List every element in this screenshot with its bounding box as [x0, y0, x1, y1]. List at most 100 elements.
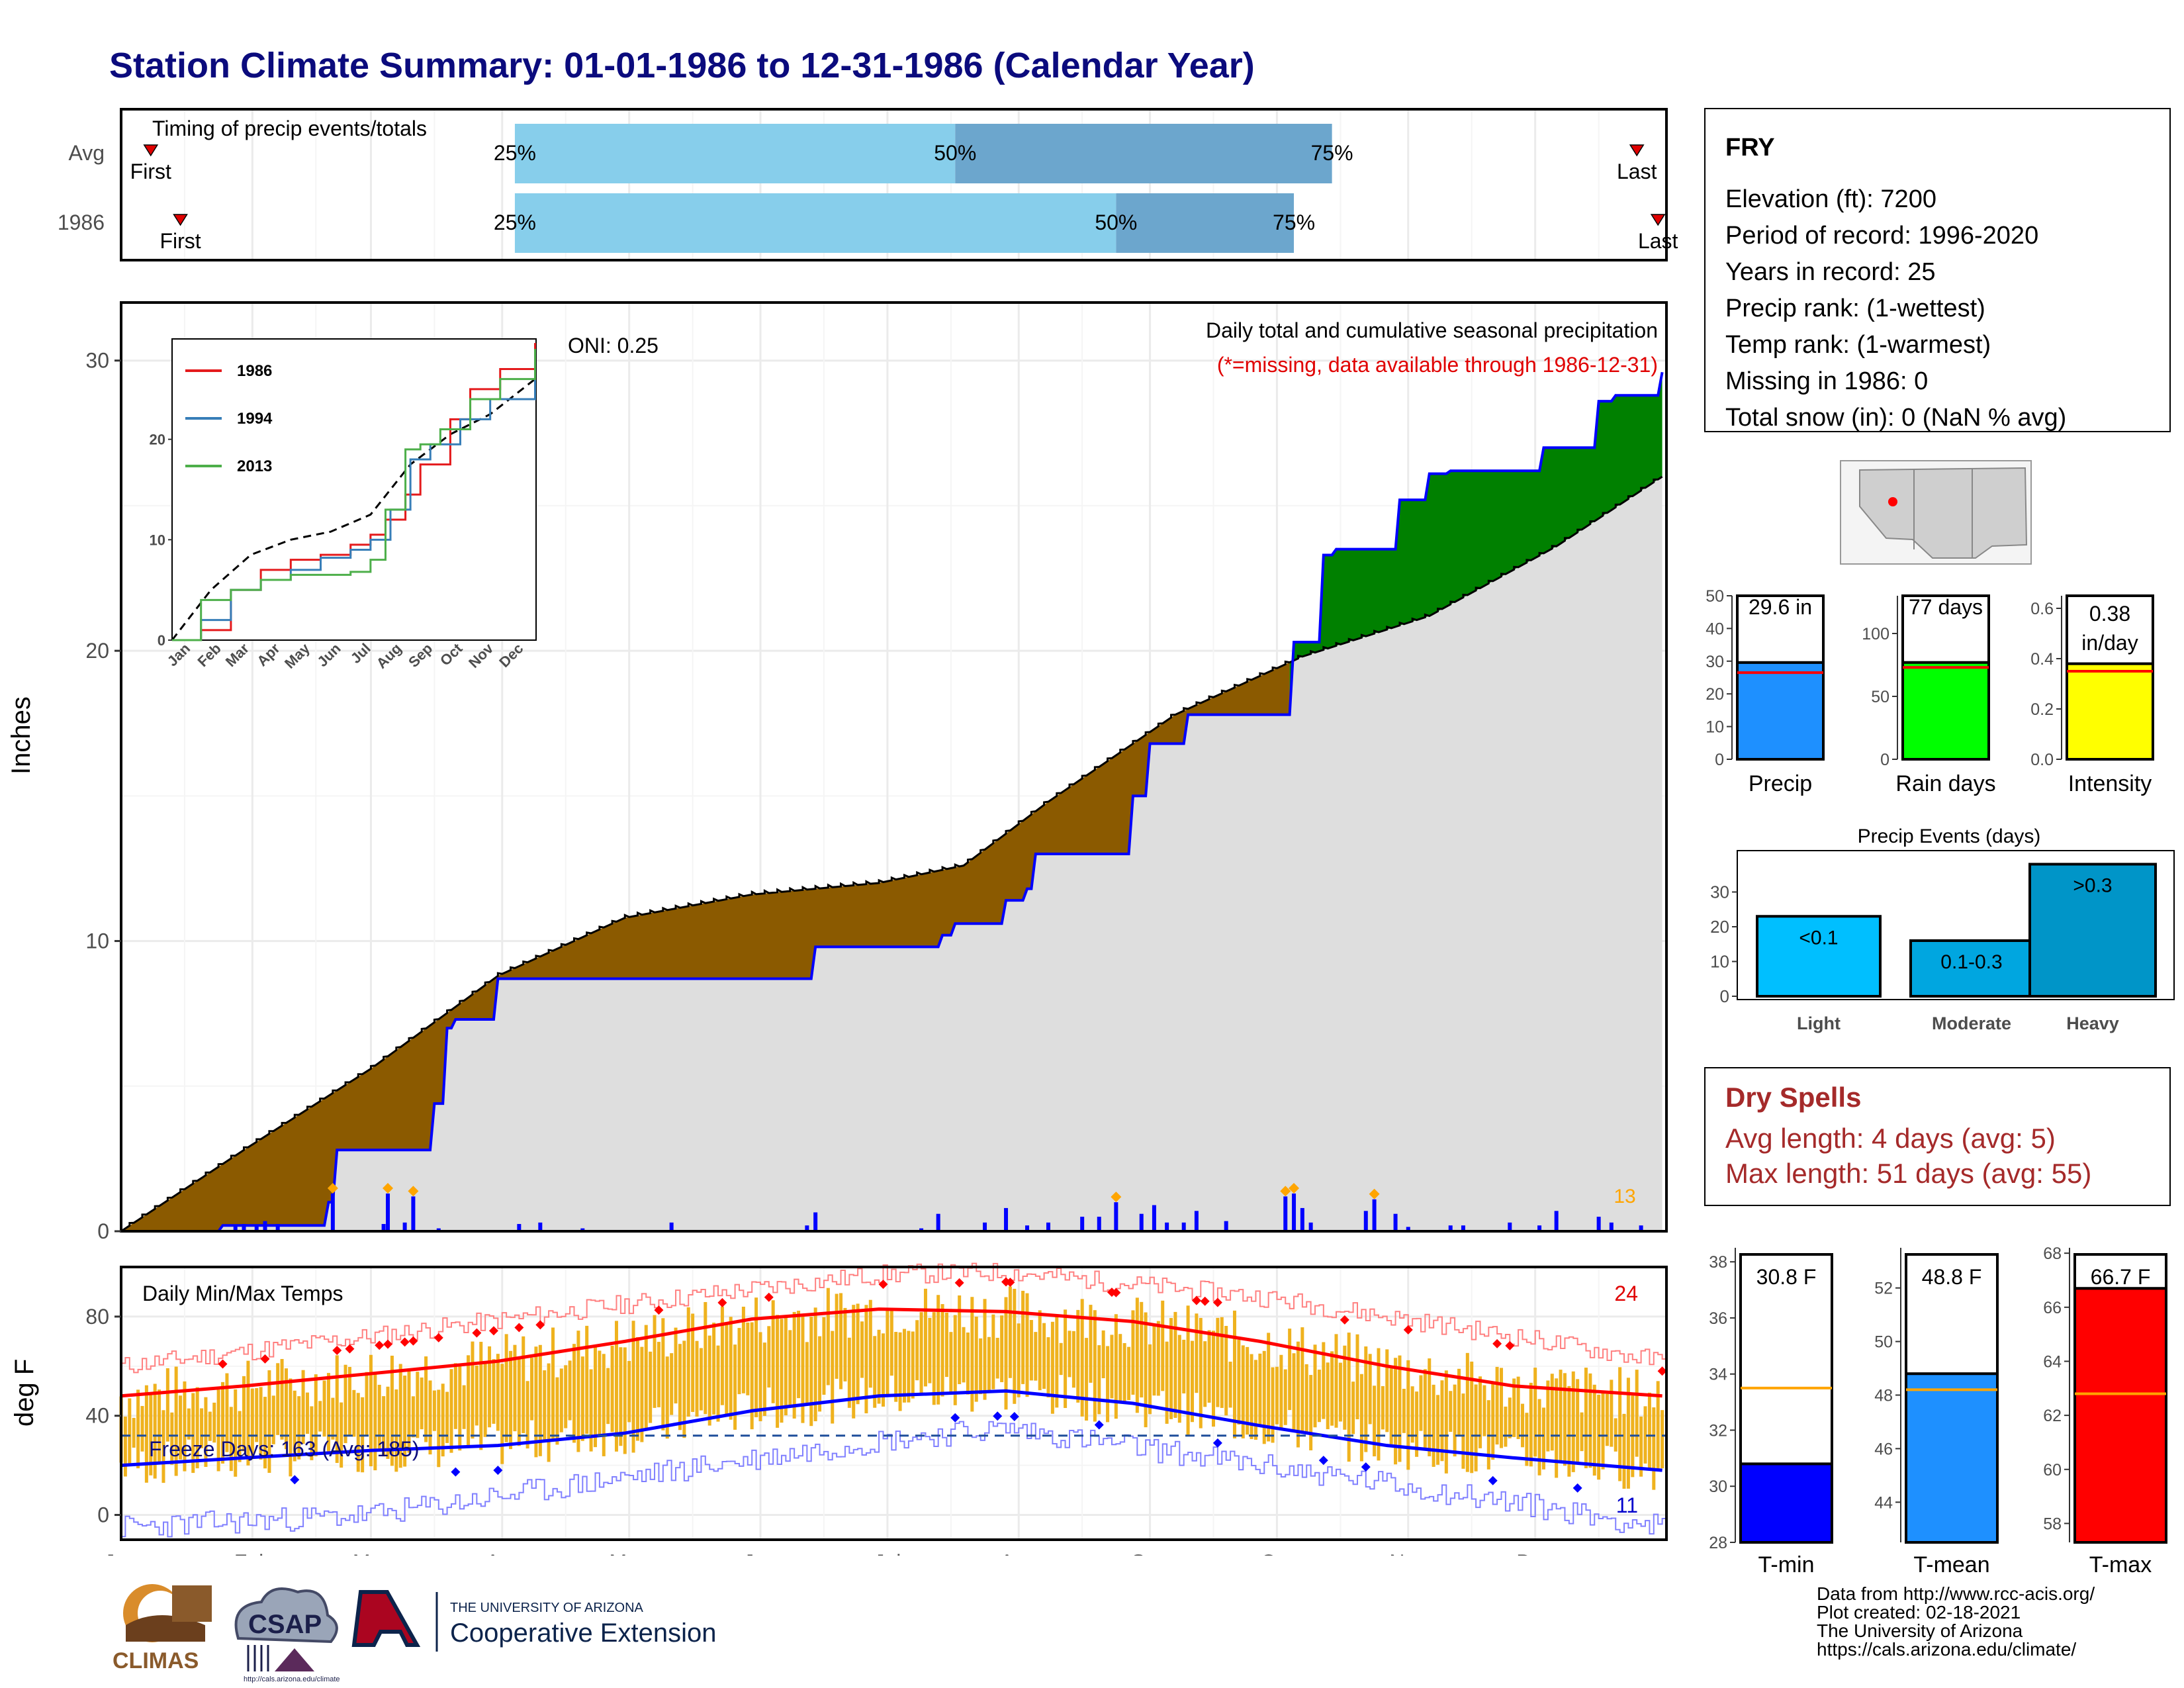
tsum-ytick-label-0-0: 28 — [1709, 1534, 1727, 1552]
daily-temp-bar-93 — [509, 1350, 513, 1450]
daily-temp-bar-60 — [369, 1354, 373, 1467]
daily-temp-bar-260 — [1216, 1317, 1220, 1407]
daily-temp-bar-232 — [1097, 1345, 1101, 1415]
daily-temp-bar-143 — [720, 1306, 724, 1405]
daily-temp-bar-266 — [1241, 1345, 1245, 1438]
record-low-marker-11 — [1572, 1483, 1582, 1493]
month-label-Jun: Jun — [743, 1550, 778, 1556]
daily-temp-bar-199 — [958, 1295, 962, 1385]
daily-temp-bar-28 — [234, 1389, 238, 1477]
record-low-marker-5 — [1009, 1411, 1019, 1421]
daily-temp-bar-145 — [729, 1317, 733, 1420]
daily-temp-bar-116 — [606, 1368, 610, 1425]
tsum-ytick-label-0-2: 32 — [1709, 1421, 1727, 1440]
daily-temp-bar-322 — [1479, 1376, 1482, 1448]
record-high-marker-15 — [764, 1292, 774, 1302]
daily-precip-bar-3 — [263, 1221, 267, 1231]
season-ytick-label-0-1: 10 — [1706, 718, 1724, 737]
daily-temp-bar-65 — [390, 1355, 394, 1466]
events-category-label-Heavy: Heavy — [2066, 1013, 2119, 1033]
events-ytick-label-3: 30 — [1710, 882, 1729, 902]
daily-temp-bar-297 — [1373, 1385, 1377, 1457]
timing-row-year-label: 1986 — [58, 211, 105, 234]
record-high-marker-9 — [472, 1328, 482, 1338]
daily-temp-bar-112 — [589, 1369, 593, 1452]
daily-temp-bar-125 — [644, 1325, 648, 1430]
station-years: Years in record: 25 — [1725, 258, 1936, 286]
station-snow: Total snow (in): 0 (NaN % avg) — [1725, 404, 2067, 432]
daily-temp-bar-130 — [665, 1356, 669, 1439]
month-label-Jan: Jan — [104, 1550, 138, 1556]
daily-temp-bar-180 — [877, 1329, 881, 1404]
daily-temp-bar-342 — [1563, 1373, 1567, 1466]
record-high-marker-22 — [1191, 1295, 1201, 1305]
inset-ytick-label-1: 10 — [150, 532, 165, 548]
events-bar-label-Heavy: >0.3 — [2073, 875, 2112, 897]
daily-temp-bar-355 — [1618, 1367, 1622, 1481]
daily-temp-bar-83 — [467, 1355, 471, 1447]
events-bars: 0 10 20 30 <0.1 Light 0.1-0.3 Moderate >0.3 Heavy — [1710, 850, 2175, 1033]
daily-temp-bar-347 — [1584, 1368, 1588, 1468]
daily-temp-bar-11 — [161, 1410, 165, 1483]
timing-bar-q1-1 — [514, 193, 1116, 253]
daily-temp-bar-111 — [585, 1325, 589, 1434]
daily-temp-bar-25 — [221, 1382, 225, 1464]
temp-summary-chart: 28 30 32 34 36 38 30.8 F T-min 44 46 48 50 52 48.8 F T… — [1709, 1244, 2167, 1577]
daily-temp-bar-349 — [1592, 1384, 1596, 1476]
daily-temp-bar-205 — [983, 1299, 987, 1400]
daily-precip-bar-41 — [1461, 1225, 1465, 1231]
daily-temp-bar-237 — [1118, 1334, 1122, 1403]
season-ytick-label-1-1: 50 — [1871, 688, 1889, 706]
timing-q75-label-0: 75% — [1311, 141, 1353, 165]
timing-row-avg-label: Avg — [68, 141, 105, 165]
timing-rows: 25% 50% 75% First Last 25% 50% 75% First Last — [130, 124, 1678, 253]
daily-temp-bar-148 — [741, 1306, 745, 1393]
daily-temp-bar-3 — [128, 1398, 132, 1465]
daily-temp-bar-113 — [593, 1346, 597, 1448]
daily-temp-bar-100 — [538, 1344, 542, 1456]
daily-temp-bar-168 — [826, 1288, 830, 1385]
tsum-ytick-label-1-4: 52 — [1874, 1280, 1893, 1298]
events-title: Precip Events (days) — [1858, 825, 2041, 847]
daily-precip-bar-5 — [330, 1194, 335, 1231]
daily-temp-bar-138 — [699, 1348, 703, 1411]
daily-precip-bar-26 — [1139, 1213, 1144, 1231]
daily-temp-bar-170 — [835, 1293, 839, 1379]
daily-temp-bar-84 — [471, 1341, 475, 1439]
daily-temp-bar-161 — [797, 1311, 801, 1399]
daily-temp-bar-207 — [991, 1314, 995, 1389]
daily-temp-bar-212 — [1013, 1288, 1017, 1404]
daily-temp-bar-200 — [962, 1327, 966, 1383]
daily-temp-bar-166 — [818, 1336, 822, 1412]
season-ytick-label-1-2: 100 — [1862, 625, 1889, 643]
daily-temp-bar-79 — [449, 1369, 453, 1453]
precip-ytick-label-3: 30 — [85, 349, 109, 373]
daily-temp-bar-257 — [1203, 1341, 1207, 1407]
daily-temp-bar-312 — [1436, 1395, 1440, 1465]
daily-temp-bar-32 — [250, 1388, 254, 1458]
daily-temp-bar-77 — [441, 1383, 445, 1457]
daily-temp-bar-218 — [1038, 1310, 1042, 1391]
daily-temp-bar-54 — [343, 1364, 347, 1444]
daily-temp-bar-124 — [640, 1346, 644, 1442]
tsum-category-label-T-max: T-max — [2089, 1552, 2152, 1577]
csap-url: http://cals.arizona.edu/climate — [244, 1675, 340, 1683]
daily-temp-bar-210 — [1004, 1297, 1008, 1410]
record-low-marker-9 — [1361, 1462, 1371, 1472]
precip-ylabel-wrap: Inches — [7, 696, 46, 847]
daily-precip-bar-10 — [436, 1228, 441, 1231]
daily-temp-bar-91 — [500, 1364, 504, 1464]
daily-temp-bar-352 — [1605, 1393, 1609, 1446]
precip-panel: 0 10 20 30 Daily total and cumulative seaso… — [85, 301, 1668, 1243]
daily-temp-bar-259 — [1211, 1331, 1215, 1427]
daily-temp-bar-68 — [403, 1376, 407, 1467]
daily-temp-bar-195 — [940, 1304, 944, 1397]
daily-temp-bar-267 — [1246, 1346, 1250, 1435]
daily-precip-bar-23 — [1080, 1217, 1085, 1231]
daily-temp-bar-361 — [1643, 1406, 1647, 1464]
daily-temp-bar-71 — [416, 1372, 420, 1438]
daily-precip-bar-25 — [1114, 1202, 1118, 1231]
record-high-marker-25 — [1340, 1315, 1349, 1325]
daily-temp-bar-94 — [513, 1344, 517, 1432]
daily-temp-bar-310 — [1428, 1358, 1432, 1456]
